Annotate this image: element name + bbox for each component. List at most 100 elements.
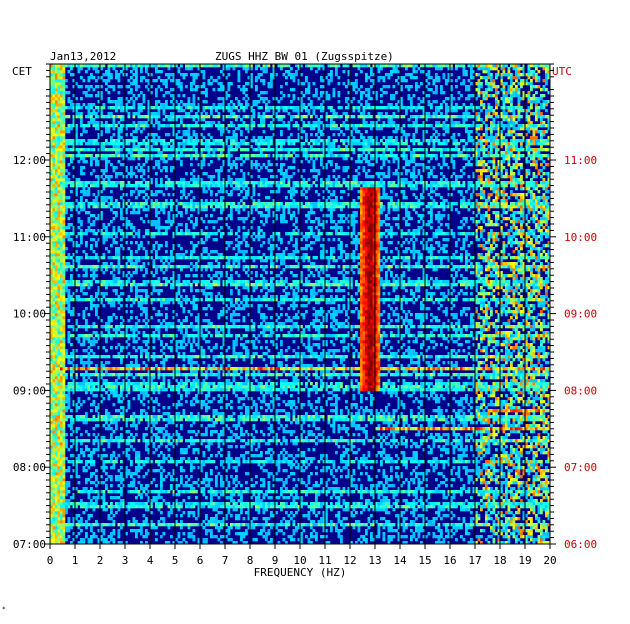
spectrogram-cell [117, 535, 121, 539]
spectrogram-cell [240, 397, 243, 401]
spectrogram-cell [510, 511, 513, 515]
spectrogram-cell [112, 463, 116, 467]
spectrogram-cell [222, 484, 226, 488]
spectrogram-cell [450, 469, 453, 473]
spectrogram-cell [245, 412, 248, 416]
spectrogram-cell [55, 436, 58, 440]
spectrogram-cell [192, 490, 196, 494]
spectrogram-cell [537, 388, 541, 392]
spectrogram-cell [170, 421, 173, 425]
spectrogram-cell [442, 502, 446, 506]
spectrogram-cell [270, 430, 273, 434]
spectrogram-cell [452, 451, 456, 455]
spectrogram-cell [105, 427, 108, 431]
spectrogram-cell [215, 502, 218, 506]
spectrogram-cell [212, 520, 216, 524]
spectrogram-cell [470, 478, 473, 482]
spectrogram-cell [270, 502, 273, 506]
spectrogram-cell [385, 490, 388, 494]
spectrogram-cell [492, 430, 496, 434]
spectrogram-cell [292, 403, 296, 407]
spectrogram-cell [150, 502, 153, 506]
spectrogram-cell [475, 409, 478, 413]
spectrogram-cell [267, 448, 271, 452]
spectrogram-cell [317, 415, 321, 419]
spectrogram-cell [227, 463, 231, 467]
spectrogram-cell [312, 388, 316, 392]
spectrogram-cell [500, 541, 503, 545]
spectrogram-cell [65, 502, 68, 506]
spectrogram-cell [307, 487, 311, 491]
spectrogram-cell [380, 502, 383, 506]
spectrogram-cell [512, 520, 516, 524]
spectrogram-cell [487, 421, 491, 425]
spectrogram-cell [307, 400, 311, 404]
spectrogram-cell [222, 421, 226, 425]
spectrogram-cell [87, 466, 91, 470]
spectrogram-cell [540, 415, 543, 419]
spectrogram-cell [335, 406, 338, 410]
spectrogram-cell [327, 466, 331, 470]
spectrogram-cell [535, 445, 538, 449]
spectrogram-cell [172, 469, 176, 473]
spectrogram-cell [490, 535, 493, 539]
spectrogram-cell [532, 499, 536, 503]
spectrogram-cell [107, 415, 111, 419]
spectrogram-cell [302, 388, 306, 392]
spectrogram-cell [397, 388, 401, 392]
spectrogram-cell [120, 487, 123, 491]
spectrogram-cell [392, 424, 396, 428]
spectrogram-cell [405, 460, 408, 464]
spectrogram-cell [400, 535, 403, 539]
spectrogram-cell [330, 496, 333, 500]
spectrogram-cell [547, 502, 551, 506]
spectrogram-cell [77, 454, 81, 458]
spectrogram-cell [182, 532, 186, 536]
spectrogram-cell [55, 508, 58, 512]
spectrogram-cell [285, 439, 288, 443]
spectrogram-cell [117, 541, 121, 545]
spectrogram-cell [190, 424, 193, 428]
spectrogram-cell [422, 460, 426, 464]
spectrogram-cell [235, 484, 238, 488]
spectrogram-cell [545, 460, 548, 464]
spectrogram-cell [485, 496, 488, 500]
spectrogram-cell [415, 517, 418, 521]
spectrogram-cell [520, 523, 523, 527]
spectrogram-cell [295, 421, 298, 425]
spectrogram-cell [125, 424, 128, 428]
spectrogram-cell [385, 520, 388, 524]
spectrogram-cell [375, 508, 378, 512]
spectrogram-cell [365, 457, 368, 461]
spectrogram-cell [507, 523, 511, 527]
spectrogram-cell [400, 400, 403, 404]
spectrogram-cell [545, 541, 548, 545]
spectrogram-cell [130, 424, 133, 428]
spectrogram-cell [370, 421, 373, 425]
spectrogram-cell [250, 526, 253, 530]
spectrogram-cell [520, 427, 523, 431]
spectrogram-cell [490, 394, 493, 398]
spectrogram-cell [285, 490, 288, 494]
spectrogram-cell [125, 454, 128, 458]
spectrogram-cell [330, 460, 333, 464]
spectrogram-cell [540, 397, 543, 401]
spectrogram-cell [52, 493, 56, 497]
spectrogram-cell [387, 499, 391, 503]
spectrogram-cell [255, 460, 258, 464]
spectrogram-cell [65, 511, 68, 515]
spectrogram-cell [485, 466, 488, 470]
spectrogram-cell [215, 439, 218, 443]
spectrogram-cell [217, 445, 221, 449]
spectrogram-cell [172, 421, 176, 425]
spectrogram-cell [532, 427, 536, 431]
spectrogram-cell [147, 469, 151, 473]
spectrogram-cell [57, 520, 61, 524]
spectrogram-cell [515, 427, 518, 431]
spectrogram-cell [95, 478, 98, 482]
spectrogram-cell [297, 454, 301, 458]
spectrogram-cell [140, 496, 143, 500]
spectrogram-cell [145, 532, 148, 536]
spectrogram-cell [272, 484, 276, 488]
spectrogram-cell [467, 532, 471, 536]
